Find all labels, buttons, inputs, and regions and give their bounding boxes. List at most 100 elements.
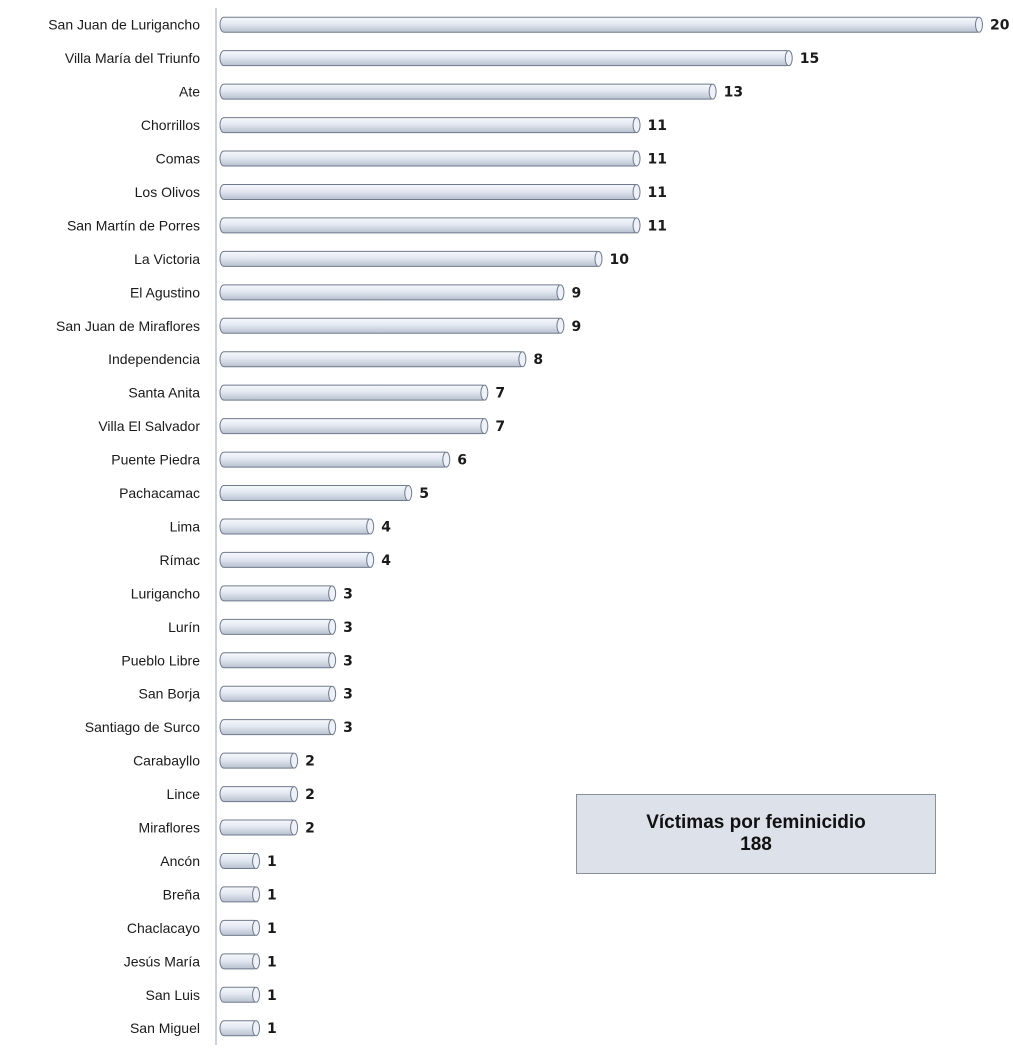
summary-total: 188 bbox=[740, 834, 772, 855]
bar bbox=[219, 317, 563, 334]
bar-end-cap bbox=[556, 284, 565, 301]
category-label: Pachacamac bbox=[119, 485, 200, 501]
category-label: Santa Anita bbox=[128, 385, 200, 401]
bar bbox=[219, 351, 525, 368]
category-label: Pueblo Libre bbox=[121, 652, 200, 668]
category-label: San Miguel bbox=[130, 1020, 200, 1036]
value-label: 4 bbox=[381, 519, 391, 535]
category-label: El Agustino bbox=[130, 284, 200, 300]
bar bbox=[219, 183, 640, 200]
category-label: Lurigancho bbox=[131, 585, 200, 601]
value-label: 7 bbox=[495, 419, 505, 435]
category-label: Santiago de Surco bbox=[85, 719, 200, 735]
bar bbox=[219, 786, 297, 803]
category-label: Ate bbox=[179, 84, 200, 100]
bar-end-cap bbox=[556, 317, 565, 334]
bar-end-cap bbox=[480, 418, 489, 435]
category-label: San Juan de Lurigancho bbox=[48, 17, 200, 33]
bar-end-cap bbox=[632, 217, 641, 234]
category-label: Lince bbox=[167, 786, 201, 802]
value-label: 3 bbox=[343, 620, 353, 636]
bar bbox=[219, 217, 640, 234]
bar bbox=[219, 250, 601, 267]
bar-end-cap bbox=[328, 719, 337, 736]
bar-end-cap bbox=[252, 919, 261, 936]
bar bbox=[219, 451, 449, 468]
value-label: 1 bbox=[267, 887, 277, 903]
bar-end-cap bbox=[328, 585, 337, 602]
value-label: 3 bbox=[343, 687, 353, 703]
value-label: 1 bbox=[267, 988, 277, 1004]
bar bbox=[219, 719, 335, 736]
value-label: 11 bbox=[648, 118, 667, 134]
category-label: San Borja bbox=[139, 686, 201, 702]
value-label: 1 bbox=[267, 921, 277, 937]
category-label: Carabayllo bbox=[133, 753, 200, 769]
value-label: 11 bbox=[648, 218, 667, 234]
category-label: San Juan de Miraflores bbox=[56, 318, 200, 334]
category-label: Chaclacayo bbox=[127, 920, 200, 936]
value-label: 11 bbox=[648, 152, 667, 168]
bar-end-cap bbox=[252, 1020, 261, 1037]
bar-end-cap bbox=[518, 351, 527, 368]
bar bbox=[219, 518, 373, 535]
bar-end-cap bbox=[252, 986, 261, 1003]
value-label: 10 bbox=[610, 252, 630, 268]
bar-end-cap bbox=[290, 786, 299, 803]
category-label: La Victoria bbox=[134, 251, 200, 267]
bar bbox=[219, 284, 563, 301]
value-label: 15 bbox=[800, 51, 819, 67]
bar bbox=[219, 150, 640, 167]
bar-end-cap bbox=[632, 117, 641, 134]
value-label: 7 bbox=[495, 386, 505, 402]
bar-end-cap bbox=[404, 485, 413, 502]
category-label: Ancón bbox=[160, 853, 200, 869]
value-label: 9 bbox=[571, 319, 581, 335]
category-label: Puente Piedra bbox=[111, 452, 200, 468]
bar bbox=[219, 485, 411, 502]
bar-end-cap bbox=[784, 50, 793, 67]
bar-end-cap bbox=[290, 752, 299, 769]
bar-end-cap bbox=[252, 953, 261, 970]
value-label: 3 bbox=[343, 586, 353, 602]
category-label: Comas bbox=[156, 151, 200, 167]
bar bbox=[219, 685, 335, 702]
category-label: San Luis bbox=[146, 987, 200, 1003]
bar-end-cap bbox=[442, 451, 451, 468]
bar bbox=[219, 618, 335, 635]
value-label: 1 bbox=[267, 854, 277, 870]
bar-end-cap bbox=[632, 183, 641, 200]
bar-end-cap bbox=[252, 852, 261, 869]
category-label: Lima bbox=[170, 518, 201, 534]
value-label: 2 bbox=[305, 787, 315, 803]
value-label: 2 bbox=[305, 754, 315, 770]
value-label: 5 bbox=[419, 486, 429, 502]
category-label: Villa María del Triunfo bbox=[65, 50, 200, 66]
bar-end-cap bbox=[975, 16, 983, 33]
value-label: 6 bbox=[457, 453, 467, 469]
category-label: Los Olivos bbox=[135, 184, 200, 200]
category-label: Villa El Salvador bbox=[98, 418, 200, 434]
summary-title: Víctimas por feminicidio bbox=[646, 812, 866, 834]
category-label: Breña bbox=[163, 886, 201, 902]
bar bbox=[219, 652, 335, 669]
category-label: Jesús María bbox=[124, 953, 200, 969]
value-label: 20 bbox=[990, 18, 1010, 34]
bar-end-cap bbox=[290, 819, 299, 836]
bar-end-cap bbox=[252, 886, 261, 903]
bar-end-cap bbox=[328, 618, 337, 635]
bar-end-cap bbox=[632, 150, 641, 167]
bar bbox=[219, 551, 373, 568]
value-label: 1 bbox=[267, 954, 277, 970]
category-label: Miraflores bbox=[139, 820, 200, 836]
category-label: Rímac bbox=[160, 552, 200, 568]
bar bbox=[219, 16, 982, 33]
value-label: 4 bbox=[381, 553, 391, 569]
bar-end-cap bbox=[328, 652, 337, 669]
value-label: 13 bbox=[724, 85, 743, 101]
value-label: 9 bbox=[571, 285, 581, 301]
value-label: 1 bbox=[267, 1021, 277, 1037]
bar-end-cap bbox=[328, 685, 337, 702]
bar bbox=[219, 752, 297, 769]
